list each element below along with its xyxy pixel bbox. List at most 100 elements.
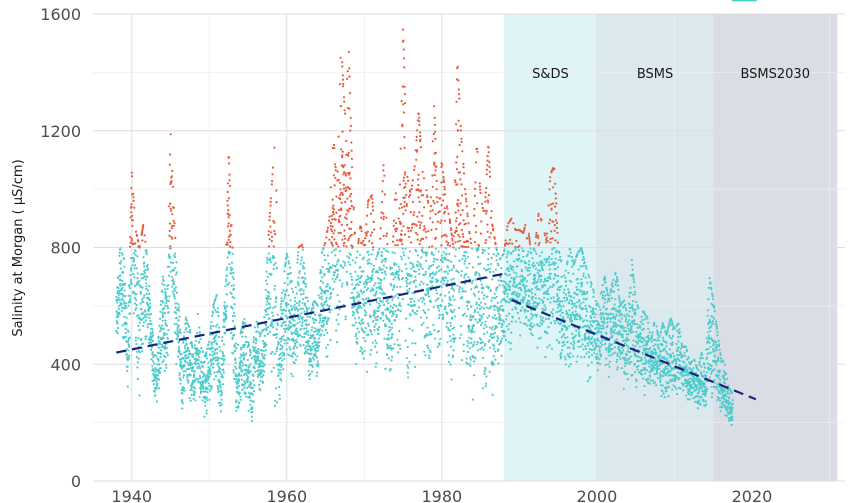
data-point (385, 266, 388, 269)
data-point (403, 254, 406, 257)
data-point (136, 272, 139, 275)
data-point (153, 362, 156, 365)
data-point (134, 339, 137, 342)
data-point (216, 370, 219, 373)
data-point (492, 229, 495, 232)
data-point (390, 355, 394, 358)
data-point (298, 272, 301, 275)
data-point (487, 146, 490, 149)
data-point (282, 338, 285, 341)
data-point (494, 305, 497, 308)
data-point (536, 271, 539, 274)
data-point (323, 244, 326, 247)
data-point (280, 365, 283, 368)
data-point (419, 146, 422, 149)
data-point (275, 201, 278, 204)
data-point (204, 352, 207, 356)
data-point (284, 263, 287, 266)
data-point (305, 327, 308, 330)
data-point (498, 316, 501, 319)
data-point (576, 277, 579, 280)
data-point (204, 397, 207, 400)
data-point (236, 387, 239, 390)
data-point (348, 187, 351, 190)
data-point (287, 328, 290, 331)
data-point (182, 341, 185, 344)
data-point (268, 219, 271, 222)
data-point (326, 304, 329, 307)
data-point (399, 147, 402, 150)
data-point (543, 258, 546, 261)
data-point (424, 259, 428, 262)
data-point (427, 291, 430, 294)
data-point (511, 265, 515, 268)
data-point (302, 280, 305, 283)
data-point (434, 137, 437, 140)
data-point (372, 220, 375, 223)
data-point (345, 217, 348, 220)
data-point (151, 351, 154, 354)
data-point (177, 332, 180, 335)
data-point (347, 261, 350, 264)
data-point (346, 77, 349, 80)
data-point (446, 272, 449, 275)
data-point (502, 309, 505, 312)
data-point (497, 253, 500, 256)
data-point (531, 295, 535, 298)
data-point (370, 333, 373, 336)
data-point (588, 340, 592, 343)
data-point (576, 293, 579, 296)
data-point (404, 209, 407, 212)
data-point (473, 294, 477, 297)
data-point (568, 255, 571, 258)
data-point (228, 162, 231, 165)
data-point (544, 234, 547, 237)
data-point (333, 229, 336, 232)
data-point (292, 337, 295, 340)
data-point (474, 231, 477, 234)
data-point (515, 272, 518, 275)
data-point (193, 373, 196, 376)
data-point (607, 354, 610, 357)
data-point (454, 211, 457, 214)
data-point (480, 323, 483, 327)
data-point (411, 262, 414, 265)
data-point (235, 409, 238, 412)
data-point (293, 339, 296, 342)
data-point (240, 378, 243, 381)
data-point (179, 361, 183, 364)
data-point (545, 232, 549, 235)
data-point (435, 266, 439, 269)
data-point (248, 344, 251, 347)
data-point (464, 222, 467, 225)
data-point (432, 271, 435, 274)
data-point (387, 338, 391, 341)
data-point (392, 303, 396, 306)
data-point (221, 352, 224, 355)
data-point (548, 261, 551, 264)
data-point (328, 297, 331, 300)
data-point (480, 220, 483, 223)
data-point (467, 240, 470, 243)
data-point (229, 240, 232, 244)
data-point (172, 292, 175, 296)
data-point (474, 181, 477, 184)
data-point (540, 251, 543, 254)
data-point (496, 335, 499, 338)
data-point (301, 316, 304, 319)
data-point (280, 379, 283, 382)
data-point (382, 264, 385, 267)
data-point (245, 352, 248, 355)
data-point (550, 252, 554, 255)
data-point (255, 339, 258, 342)
data-point (467, 342, 470, 345)
data-point (283, 354, 286, 357)
data-point (169, 270, 172, 273)
data-point (560, 275, 563, 278)
data-point (272, 326, 275, 329)
data-point (381, 313, 384, 316)
data-point (444, 276, 447, 279)
data-point (188, 397, 191, 400)
data-point (379, 317, 382, 320)
data-point (402, 225, 405, 228)
